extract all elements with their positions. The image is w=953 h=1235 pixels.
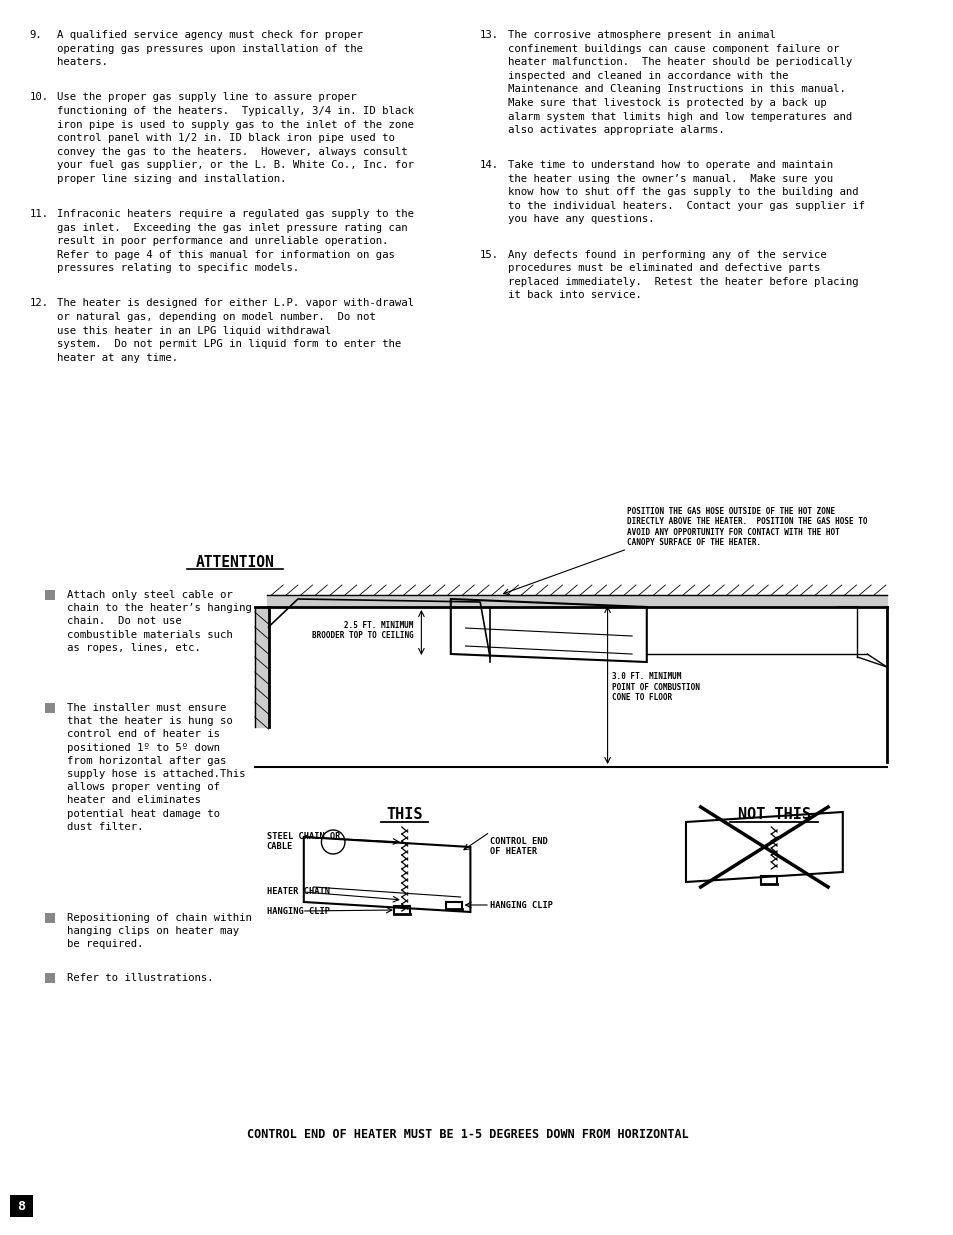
Text: THIS: THIS [386, 806, 422, 823]
Text: 2.5 FT. MINIMUM
BROODER TOP TO CEILING: 2.5 FT. MINIMUM BROODER TOP TO CEILING [312, 621, 413, 640]
Bar [45, 973, 55, 983]
Text: 11.: 11. [30, 209, 49, 219]
Text: CONTROL END
OF HEATER: CONTROL END OF HEATER [490, 837, 547, 856]
Text: The corrosive atmosphere present in animal
confinement buildings can cause compo: The corrosive atmosphere present in anim… [507, 30, 851, 135]
Bar [45, 590, 55, 600]
Text: Refer to illustrations.: Refer to illustrations. [67, 973, 213, 983]
Text: Attach only steel cable or
chain to the heater’s hanging
chain.  Do not use
comb: Attach only steel cable or chain to the … [67, 590, 252, 653]
Text: 3.0 FT. MINIMUM
POINT OF COMBUSTION
CONE TO FLOOR: 3.0 FT. MINIMUM POINT OF COMBUSTION CONE… [612, 672, 700, 701]
Text: 15.: 15. [479, 249, 498, 259]
Text: 8: 8 [17, 1199, 26, 1213]
Bar [45, 703, 55, 713]
Text: HANGING CLIP: HANGING CLIP [266, 908, 329, 916]
Text: Take time to understand how to operate and maintain
the heater using the owner’s: Take time to understand how to operate a… [507, 161, 863, 225]
Text: A qualified service agency must check for proper
operating gas pressures upon in: A qualified service agency must check fo… [57, 30, 362, 67]
Text: The installer must ensure
that the heater is hung so
control end of heater is
po: The installer must ensure that the heate… [67, 703, 245, 832]
Text: CONTROL END OF HEATER MUST BE 1-5 DEGREES DOWN FROM HORIZONTAL: CONTROL END OF HEATER MUST BE 1-5 DEGREE… [246, 1129, 688, 1141]
Text: 10.: 10. [30, 93, 49, 103]
Text: 12.: 12. [30, 299, 49, 309]
Text: Use the proper gas supply line to assure proper
functioning of the heaters.  Typ: Use the proper gas supply line to assure… [57, 93, 414, 184]
Text: NOT THIS: NOT THIS [737, 806, 810, 823]
Text: Any defects found in performing any of the service
procedures must be eliminated: Any defects found in performing any of t… [507, 249, 858, 300]
Text: ATTENTION: ATTENTION [195, 555, 274, 571]
Text: 13.: 13. [479, 30, 498, 40]
Text: Repositioning of chain within
hanging clips on heater may
be required.: Repositioning of chain within hanging cl… [67, 913, 252, 950]
Bar [45, 913, 55, 923]
Text: STEEL CHAIN OR
CABLE: STEEL CHAIN OR CABLE [266, 832, 339, 851]
Text: POSITION THE GAS HOSE OUTSIDE OF THE HOT ZONE
DIRECTLY ABOVE THE HEATER.  POSITI: POSITION THE GAS HOSE OUTSIDE OF THE HOT… [626, 506, 867, 547]
Bar [10, 1195, 33, 1216]
Text: 9.: 9. [30, 30, 42, 40]
Text: Infraconic heaters require a regulated gas supply to the
gas inlet.  Exceeding t: Infraconic heaters require a regulated g… [57, 209, 414, 273]
Text: 14.: 14. [479, 161, 498, 170]
Text: The heater is designed for either L.P. vapor with-drawal
or natural gas, dependi: The heater is designed for either L.P. v… [57, 299, 414, 363]
Text: HEATER CHAIN: HEATER CHAIN [266, 888, 329, 897]
Text: HANGING CLIP: HANGING CLIP [490, 900, 553, 909]
